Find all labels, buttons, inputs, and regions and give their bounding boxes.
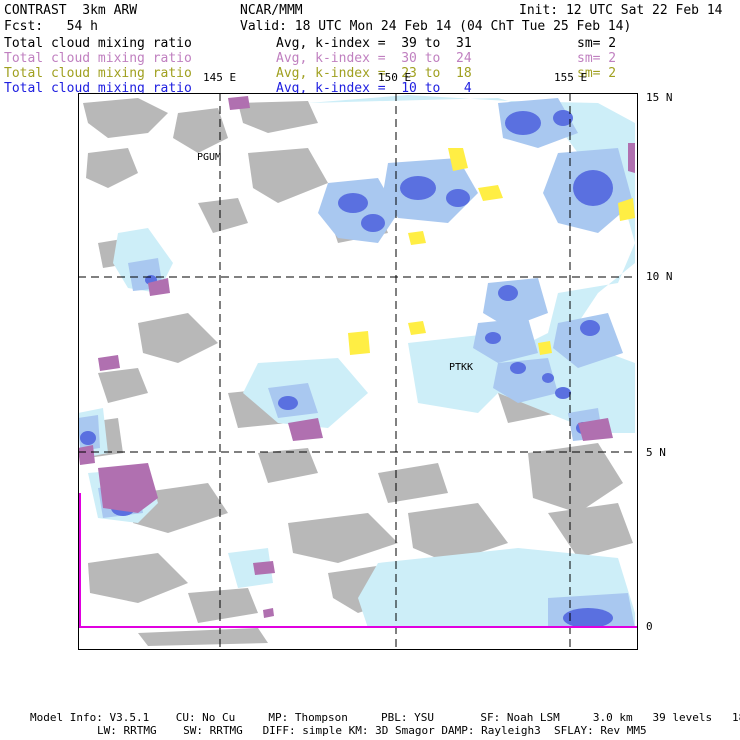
init-time: Init: 12 UTC Sat 22 Feb 14 <box>519 3 723 18</box>
cloud-map <box>78 93 638 650</box>
footer-physics-info: LW: RRTMG SW: RRTMG DIFF: simple KM: 3D … <box>97 724 647 737</box>
legend-sm-2: sm= 2 <box>577 51 617 66</box>
model-title: CONTRAST 3km ARW <box>4 3 138 18</box>
mid-cloud-yellow-layer <box>348 148 635 355</box>
legend-field-1: Total cloud mixing ratio <box>4 36 192 51</box>
center-title: NCAR/MMM <box>240 3 303 18</box>
purple-cloud-layer <box>78 96 635 618</box>
legend-avg-3: Avg, k-index = 23 to 18 <box>276 66 472 81</box>
lon-label-145: 145 E <box>203 71 237 84</box>
station-ptkk: PTKK <box>449 362 474 373</box>
legend-avg-2: Avg, k-index = 30 to 24 <box>276 51 472 66</box>
legend-sm-3: sm= 2 <box>577 66 617 81</box>
legend-field-4: Total cloud mixing ratio <box>4 81 192 96</box>
station-pgum: PGUM <box>197 152 222 163</box>
legend-field-3: Total cloud mixing ratio <box>4 66 192 81</box>
lon-label-155: 155 E <box>554 71 588 84</box>
map-frame <box>78 93 638 650</box>
legend-sm-1: sm= 2 <box>577 36 617 51</box>
legend-avg-4: Avg, k-index = 10 to 4 <box>276 81 472 96</box>
legend-field-2: Total cloud mixing ratio <box>4 51 192 66</box>
valid-time: Valid: 18 UTC Mon 24 Feb 14 (04 ChT Tue … <box>240 19 632 34</box>
lat-label-15n: 15 N <box>646 91 673 104</box>
forecast-hour: Fcst: 54 h <box>4 19 98 34</box>
legend-avg-1: Avg, k-index = 39 to 31 <box>276 36 472 51</box>
lon-label-150: 150 E <box>378 71 412 84</box>
lat-label-10n: 10 N <box>646 270 673 283</box>
footer-model-info: Model Info: V3.5.1 CU: No Cu MP: Thompso… <box>30 711 740 724</box>
lat-label-5n: 5 N <box>646 446 666 459</box>
lat-label-0: 0 <box>646 620 653 633</box>
